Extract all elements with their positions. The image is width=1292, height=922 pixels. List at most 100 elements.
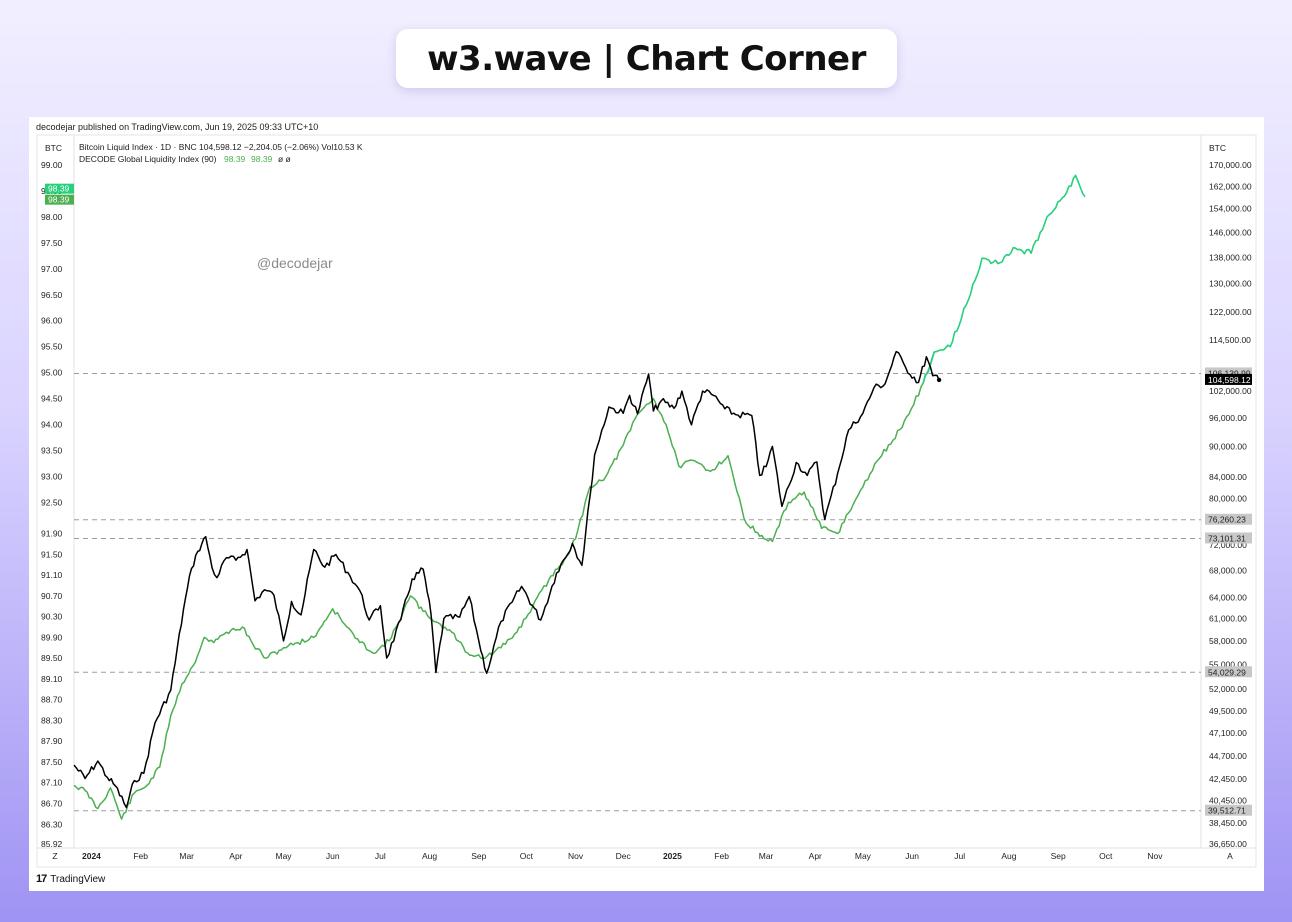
right-axis-tick-label: 40,450.00 [1209, 795, 1247, 805]
left-axis-tick-label: 96.00 [41, 316, 63, 326]
left-axis-tick-label: 95.00 [41, 368, 63, 378]
right-axis-tick-label: 47,100.00 [1209, 728, 1247, 738]
right-axis-tick-label: 122,000.00 [1209, 307, 1252, 317]
right-axis-title: BTC [1209, 143, 1226, 153]
btc-line [73, 350, 940, 809]
left-axis-tick-label: 93.00 [41, 471, 63, 481]
right-axis-tick-label: 64,000.00 [1209, 592, 1247, 602]
publish-line: decodejar published on TradingView.com, … [36, 122, 319, 132]
x-axis-tick-label: Aug [422, 851, 437, 861]
right-axis-tick-label: 55,000.00 [1209, 659, 1247, 669]
left-axis-tick-label: 94.00 [41, 420, 63, 430]
left-axis-title: BTC [45, 143, 62, 153]
left-axis-tick-label: 97.00 [41, 264, 63, 274]
right-axis-tick-label: 44,700.00 [1209, 751, 1247, 761]
left-axis-tick-label: 91.10 [41, 570, 63, 580]
left-axis-tick-label: 87.10 [41, 778, 63, 788]
left-axis-tick-label: 91.50 [41, 549, 63, 559]
left-axis-tick-label: 92.50 [41, 497, 63, 507]
watermark: @decodejar [257, 255, 333, 271]
left-axis-tick-label: 96.50 [41, 290, 63, 300]
left-axis-tick-label: 89.10 [41, 674, 63, 684]
liquidity-line [73, 351, 936, 820]
right-axis-tick-label: 130,000.00 [1209, 279, 1252, 289]
right-axis-tick-label: 114,500.00 [1209, 335, 1251, 345]
brand-title: w3.wave | Chart Corner [396, 29, 897, 88]
left-axis-tick-label: 97.50 [41, 238, 63, 248]
legend-line-btc: Bitcoin Liquid Index · 1D · BNC 104,598.… [79, 142, 363, 152]
left-axis-tick-label: 87.90 [41, 736, 63, 746]
right-axis-tick-label: 138,000.00 [1209, 252, 1252, 262]
left-axis-tick-label: 90.70 [41, 591, 63, 601]
right-axis-tick-label: 58,000.00 [1209, 636, 1247, 646]
right-badge [1205, 804, 1252, 816]
right-axis-tick-label: 96,000.00 [1209, 413, 1247, 423]
x-axis-tick-label: Nov [568, 851, 584, 861]
chart-svg[interactable]: BTC99.0098.5098.0097.5097.0096.5096.0095… [29, 117, 1264, 891]
tradingview-logo-text: TradingView [50, 873, 106, 885]
right-axis-tick-label: 170,000.00 [1209, 160, 1252, 170]
chart-card: decodejar published on TradingView.com, … [29, 117, 1264, 891]
left-axis-tick-label: 98.00 [41, 212, 63, 222]
right-badge [1205, 666, 1252, 678]
right-axis-tick-label: 61,000.00 [1209, 614, 1247, 624]
legend-line-liquidity-name: DECODE Global Liquidity Index (90) [79, 154, 217, 164]
right-badge-label: 54,029.29 [1208, 667, 1246, 677]
left-axis-tick-label: 93.50 [41, 446, 63, 456]
left-axis-tick-label: 90.30 [41, 612, 63, 622]
x-axis-tick-label: Mar [179, 851, 194, 861]
right-axis-tick-label: 49,500.00 [1209, 706, 1247, 716]
right-badge-label: 106,139.99 [1208, 368, 1251, 378]
right-axis-tick-label: 154,000.00 [1209, 204, 1252, 214]
left-axis-tick-label: 86.70 [41, 799, 63, 809]
left-axis-tick-label: 91.90 [41, 529, 63, 539]
right-axis-tick-label: 36,650.00 [1209, 839, 1247, 849]
legend-line-liquidity-value-1: 98.39 [224, 154, 246, 164]
x-axis-tick-label: Jul [375, 851, 386, 861]
right-badge [1205, 373, 1252, 385]
x-axis-tick-label: Dec [616, 851, 632, 861]
right-axis-tick-label: 102,000.00 [1209, 386, 1252, 396]
right-badge-label: 76,260.23 [1208, 515, 1246, 525]
left-axis-tick-label: 94.50 [41, 394, 63, 404]
right-axis-tick-label: 38,450.00 [1209, 818, 1247, 828]
x-axis-tick-label: Oct [1099, 851, 1113, 861]
x-axis-tick-label: Jun [905, 851, 919, 861]
right-axis-tick-label: 72,000.00 [1209, 540, 1247, 550]
right-badge-label: 39,512.71 [1208, 806, 1246, 816]
x-axis-tick-label: May [855, 851, 872, 861]
right-axis-tick-label: 80,000.00 [1209, 494, 1247, 504]
left-badge [45, 194, 74, 205]
left-axis-tick-label: 88.30 [41, 715, 63, 725]
x-axis-tick-label: Aug [1001, 851, 1016, 861]
x-axis-tick-label: 2024 [82, 851, 101, 861]
tradingview-logo[interactable]: 17 TradingView [36, 873, 105, 885]
right-badge-label: 104,598.12 [1208, 375, 1251, 385]
x-axis-tick-label: Sep [471, 851, 486, 861]
right-badge [1205, 532, 1252, 544]
x-axis-tick-label: Sep [1051, 851, 1066, 861]
right-badge [1205, 367, 1252, 379]
x-axis-tick-label: Feb [714, 851, 729, 861]
x-axis-tick-label: Oct [520, 851, 534, 861]
legend-line-liquidity-tail: ø ø [278, 154, 291, 164]
left-axis-tick-label: 87.50 [41, 757, 63, 767]
x-axis-tick-label: Apr [809, 851, 822, 861]
right-axis-tick-label: 146,000.00 [1209, 227, 1252, 237]
left-axis-tick-label: 89.50 [41, 653, 63, 663]
legend-line-liquidity-value-2: 98.39 [251, 154, 273, 164]
x-axis-tick-label: Feb [133, 851, 148, 861]
right-axis-tick-label: 84,000.00 [1209, 472, 1247, 482]
chart-frame [36, 134, 1257, 868]
right-badge-label: 73,101.31 [1208, 533, 1246, 543]
liquidity-forward-line [922, 174, 1086, 384]
right-axis-tick-label: 42,450.00 [1209, 774, 1247, 784]
left-badge [45, 183, 74, 194]
btc-last-point [936, 377, 942, 383]
x-axis-tick-label: May [275, 851, 292, 861]
left-axis-tick-label: 99.00 [41, 160, 63, 170]
left-axis-tick-label: 95.50 [41, 342, 63, 352]
left-badge-label: 98.39 [48, 184, 70, 194]
left-axis-tick-label: 89.90 [41, 632, 63, 642]
x-axis-corner-left: Z [52, 851, 57, 861]
